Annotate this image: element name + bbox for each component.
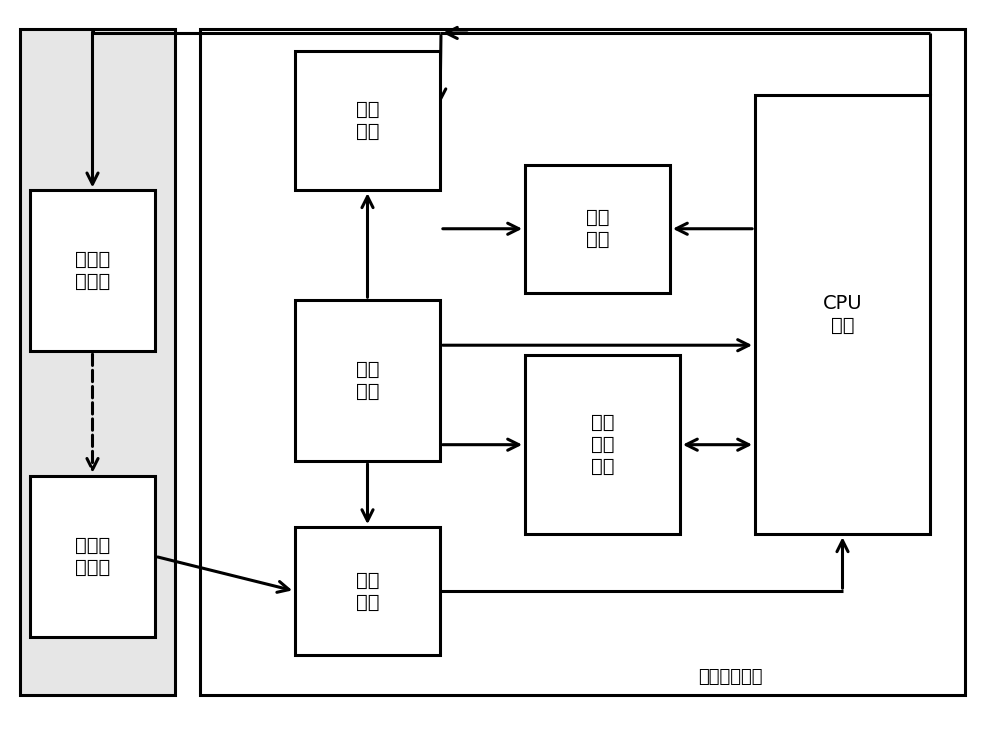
Bar (20, 29, 175, 695)
Bar (30, 190, 155, 351)
Bar (525, 165, 670, 293)
Text: 接收
电路: 接收 电路 (356, 570, 379, 612)
Bar (30, 476, 155, 637)
Text: 键盘
显示
电路: 键盘 显示 电路 (591, 413, 614, 477)
Text: 发射线
圈模块: 发射线 圈模块 (75, 250, 110, 291)
Bar (200, 29, 965, 695)
Bar (295, 300, 440, 461)
Text: 检测电路模块: 检测电路模块 (698, 668, 762, 686)
Text: 发射
电路: 发射 电路 (356, 100, 379, 141)
Bar (525, 355, 680, 534)
Text: 电源
电路: 电源 电路 (356, 360, 379, 401)
Text: 报警
电路: 报警 电路 (586, 208, 609, 250)
Bar (755, 95, 930, 534)
Bar (295, 51, 440, 190)
Text: CPU
电路: CPU 电路 (823, 294, 862, 335)
Text: 接收线
圈模块: 接收线 圈模块 (75, 536, 110, 577)
Bar (295, 527, 440, 655)
